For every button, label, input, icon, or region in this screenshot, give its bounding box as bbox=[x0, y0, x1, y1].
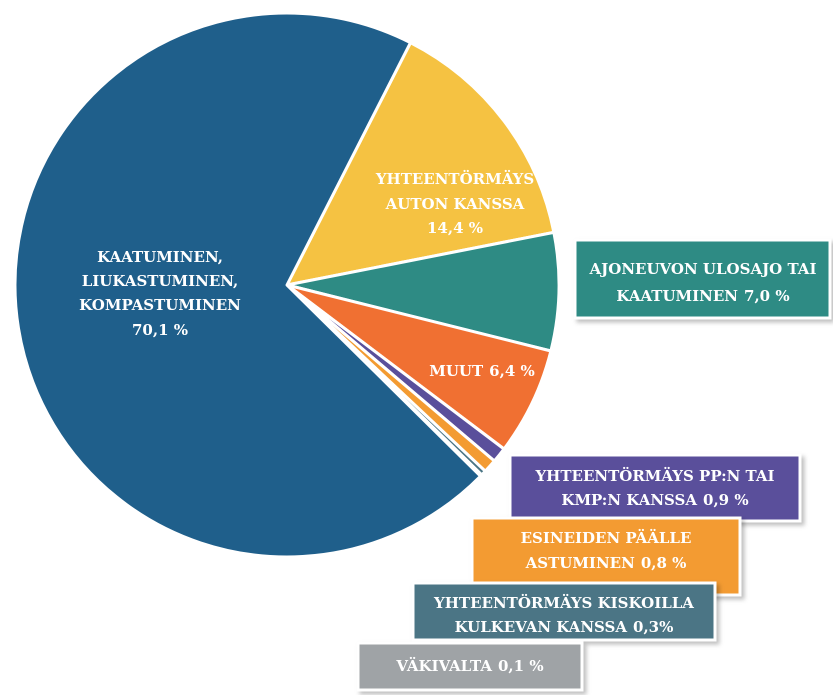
slice-label: KAATUMINEN 7,0 % bbox=[616, 287, 789, 305]
category-text: LIUKASTUMINEN, bbox=[82, 272, 239, 290]
category-text: KULKEVAN KANSSA bbox=[455, 618, 628, 636]
slice-label: KULKEVAN KANSSA 0,3% bbox=[455, 618, 674, 636]
slice-label: ASTUMINEN 0,8 % bbox=[525, 554, 687, 572]
category-text: MUUT bbox=[429, 362, 484, 380]
value-label: 0,8 % bbox=[641, 554, 687, 572]
slice-label: LIUKASTUMINEN, bbox=[82, 272, 239, 290]
slice-label: KMP:N KANSSA 0,9 % bbox=[561, 491, 748, 509]
slice-label: YHTEENTÖRMÄYS bbox=[375, 169, 534, 188]
label-box bbox=[356, 641, 584, 692]
category-text: YHTEENTÖRMÄYS PP:N TAI bbox=[534, 466, 774, 485]
slice-label: AUTON KANSSA bbox=[385, 195, 525, 213]
category-text: KAATUMINEN, bbox=[97, 248, 223, 266]
slice-label: KAATUMINEN, bbox=[97, 248, 223, 266]
slice-label: YHTEENTÖRMÄYS KISKOILLA bbox=[433, 593, 694, 612]
category-text: AJONEUVON ULOSAJO TAI bbox=[589, 260, 817, 278]
slice-label: YHTEENTÖRMÄYS PP:N TAI bbox=[534, 466, 774, 485]
value-label: 6,4 % bbox=[489, 362, 535, 380]
value-label: 14,4 % bbox=[427, 219, 483, 237]
value-label: 70,1 % bbox=[132, 321, 188, 339]
label-box bbox=[508, 453, 802, 523]
slice-label: MUUT 6,4 % bbox=[429, 362, 535, 380]
category-text: KOMPASTUMINEN bbox=[79, 296, 241, 314]
category-text: VÄKIVALTA bbox=[395, 656, 492, 675]
value-label: 7,0 % bbox=[744, 287, 790, 305]
slice-label: VÄKIVALTA 0,1 % bbox=[395, 656, 543, 675]
category-text: AUTON KANSSA bbox=[385, 195, 525, 213]
value-label: 0,3% bbox=[633, 618, 673, 636]
value-label: 0,1 % bbox=[498, 657, 544, 675]
category-text: KMP:N KANSSA bbox=[561, 491, 697, 509]
category-text: YHTEENTÖRMÄYS bbox=[375, 169, 534, 188]
pie-slice bbox=[285, 230, 561, 353]
category-text: ESINEIDEN PÄÄLLE bbox=[521, 528, 692, 547]
pie-slice bbox=[13, 11, 483, 559]
value-label: 0,9 % bbox=[703, 491, 749, 509]
label-box bbox=[573, 238, 832, 320]
category-text: YHTEENTÖRMÄYS KISKOILLA bbox=[433, 593, 694, 612]
pie-slice bbox=[285, 41, 556, 287]
label-box bbox=[411, 581, 717, 642]
category-text: KAATUMINEN bbox=[616, 287, 738, 305]
category-text: ASTUMINEN bbox=[525, 554, 635, 572]
slice-label: AJONEUVON ULOSAJO TAI bbox=[589, 260, 817, 278]
slice-label: ESINEIDEN PÄÄLLE bbox=[521, 528, 692, 547]
slice-label: KOMPASTUMINEN bbox=[79, 296, 241, 314]
